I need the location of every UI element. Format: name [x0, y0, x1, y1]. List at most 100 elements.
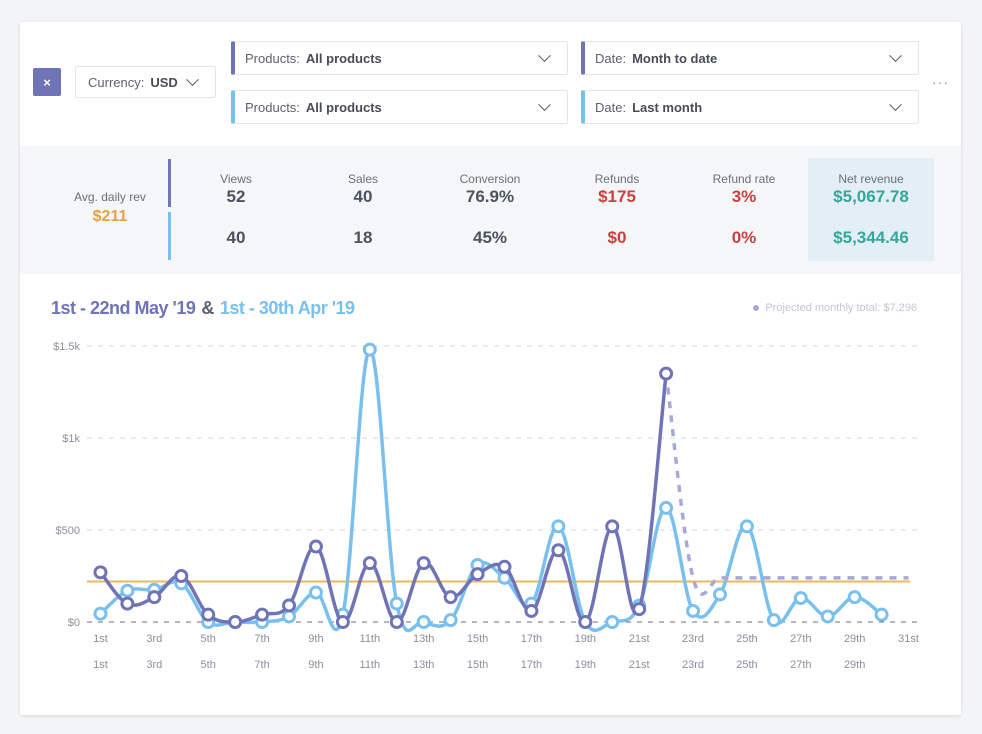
- series-b-point: [686, 603, 701, 618]
- series-a-point: [659, 366, 674, 381]
- chart-title-range-b: 1st - 30th Apr '19: [219, 298, 355, 318]
- x-tick-label-a: 27th: [790, 633, 811, 645]
- stat-value-b: $5,344.46: [833, 228, 909, 247]
- series-a-point: [470, 567, 485, 582]
- series-b-point: [820, 609, 835, 624]
- chart-title-amp: &: [201, 298, 214, 318]
- avg-daily-rev-label: Avg. daily rev: [74, 190, 146, 204]
- series-b-point: [659, 500, 674, 515]
- series-b-point: [712, 587, 727, 602]
- currency-value: USD: [150, 74, 178, 90]
- series-b-point: [362, 342, 377, 357]
- products-select-b[interactable]: Products: All products: [231, 90, 568, 124]
- y-tick-label: $500: [56, 525, 80, 537]
- stats-panel: Avg. daily rev $211 Views 52 40 Sales 40…: [20, 146, 961, 274]
- stat-value-b: 18: [353, 228, 373, 247]
- series-a-point: [551, 543, 566, 558]
- x-tick-label-a: 23rd: [682, 633, 704, 645]
- net-revenue-highlight: [808, 158, 934, 261]
- stat-label: Conversion: [459, 172, 521, 186]
- series-a-point: [578, 615, 593, 629]
- series-a-point: [174, 569, 189, 583]
- x-tick-label-a: 11th: [360, 633, 381, 645]
- x-tick-label-b: 1st: [93, 659, 108, 671]
- products-label: Products:: [245, 99, 300, 115]
- stat-value-b: $0: [607, 228, 627, 247]
- date-value: Last month: [632, 99, 703, 115]
- x-tick-label-b: 19th: [575, 659, 596, 671]
- products-label: Products:: [245, 50, 300, 66]
- projection-dot-icon: [753, 305, 760, 312]
- date-label: Date:: [595, 50, 627, 66]
- currency-label: Currency:: [88, 74, 145, 90]
- x-tick-label-b: 9th: [308, 659, 323, 671]
- projected-total-label: Projected monthly total: $7,296: [765, 302, 917, 314]
- x-tick-label-b: 25th: [736, 659, 757, 671]
- series-b-point: [605, 615, 620, 629]
- currency-select[interactable]: Currency: USD: [75, 66, 216, 98]
- close-filter-button[interactable]: ×: [33, 68, 61, 96]
- x-tick-label-a: 29th: [844, 633, 865, 645]
- series-a-point: [93, 565, 108, 580]
- x-tick-label-b: 23rd: [682, 659, 704, 671]
- series-a-point: [335, 615, 350, 629]
- x-tick-label-a: 9th: [308, 633, 323, 645]
- products-value: All products: [305, 99, 382, 115]
- date-select-b[interactable]: Date: Last month: [581, 90, 919, 124]
- x-tick-label-a: 31st: [898, 633, 919, 645]
- series-a-point: [282, 598, 297, 613]
- x-tick-label-a: 3rd: [146, 633, 162, 645]
- x-tick-label-b: 21st: [629, 659, 650, 671]
- stat-value-a: 52: [226, 187, 246, 206]
- stat-label: Net revenue: [838, 172, 904, 186]
- series-b-line: [99, 347, 883, 633]
- more-options-icon[interactable]: ···: [932, 74, 949, 90]
- date-value: Month to date: [632, 50, 718, 66]
- series-b-point: [847, 590, 862, 605]
- series-a-point: [416, 556, 431, 571]
- revenue-card: × Currency: USD Products: All products D…: [20, 22, 961, 715]
- series-a-point: [362, 556, 377, 571]
- series-b-marker: [168, 212, 171, 260]
- series-a-point: [389, 615, 404, 629]
- series-b-point: [308, 585, 323, 600]
- x-tick-label-b: 7th: [254, 659, 269, 671]
- series-a-point: [228, 615, 243, 629]
- series-b-point: [766, 613, 781, 628]
- stat-value-a: 3%: [731, 187, 757, 206]
- x-tick-label-b: 27th: [790, 659, 811, 671]
- x-tick-label-b: 29th: [844, 659, 865, 671]
- stat-value-a: 76.9%: [465, 187, 515, 206]
- projection-line: [664, 373, 909, 596]
- series-a-point: [605, 519, 620, 534]
- projected-total: Projected monthly total: $7,296: [753, 302, 917, 314]
- series-a-marker: [168, 159, 171, 207]
- x-tick-label-a: 19th: [575, 633, 596, 645]
- series-b-point: [93, 606, 108, 621]
- series-b-point: [793, 591, 808, 606]
- y-tick-label: $1.5k: [53, 341, 80, 353]
- products-select-a[interactable]: Products: All products: [231, 41, 568, 75]
- stat-value-a: $5,067.78: [833, 187, 909, 206]
- series-a-point: [497, 559, 512, 574]
- series-b-point: [874, 607, 889, 622]
- stat-value-a: 40: [353, 187, 373, 206]
- series-a-point: [147, 590, 162, 605]
- date-select-a[interactable]: Date: Month to date: [581, 41, 919, 75]
- chart-title-range-a: 1st - 22nd May '19: [51, 298, 196, 318]
- series-a-point: [120, 596, 135, 611]
- stat-label: Views: [220, 172, 252, 186]
- y-tick-label: $0: [68, 617, 80, 629]
- x-tick-label-a: 15th: [467, 633, 488, 645]
- series-a-point: [255, 607, 270, 622]
- x-tick-label-a: 13th: [413, 633, 434, 645]
- date-label: Date:: [595, 99, 627, 115]
- series-b-point: [389, 596, 404, 611]
- stat-label: Sales: [347, 172, 379, 186]
- series-b-point: [443, 613, 458, 628]
- series-a-point: [308, 539, 323, 554]
- series-a-point: [632, 602, 647, 617]
- x-tick-label-b: 15th: [467, 659, 488, 671]
- x-tick-label-a: 21st: [629, 633, 650, 645]
- stat-label: Refunds: [594, 172, 640, 186]
